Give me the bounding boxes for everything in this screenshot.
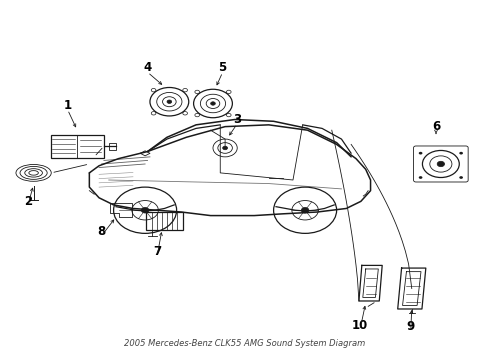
- Circle shape: [418, 176, 422, 179]
- Text: 10: 10: [351, 319, 367, 332]
- Text: 9: 9: [406, 320, 414, 333]
- Text: 2: 2: [24, 195, 32, 208]
- Text: 7: 7: [153, 245, 161, 258]
- Bar: [146, 212, 183, 230]
- Text: 3: 3: [233, 113, 241, 126]
- Text: 5: 5: [218, 62, 226, 75]
- Circle shape: [458, 176, 462, 179]
- Circle shape: [141, 207, 148, 213]
- Circle shape: [418, 152, 422, 154]
- Text: 6: 6: [431, 120, 439, 133]
- Text: 1: 1: [63, 99, 71, 112]
- Circle shape: [210, 102, 215, 105]
- Circle shape: [222, 146, 227, 150]
- Circle shape: [301, 207, 308, 213]
- Text: 4: 4: [143, 62, 151, 75]
- Circle shape: [458, 152, 462, 154]
- Text: 8: 8: [97, 225, 105, 238]
- Text: 2005 Mercedes-Benz CLK55 AMG Sound System Diagram: 2005 Mercedes-Benz CLK55 AMG Sound Syste…: [123, 339, 365, 348]
- Bar: [50, 135, 103, 158]
- Circle shape: [436, 161, 444, 167]
- Bar: [108, 143, 116, 150]
- Circle shape: [167, 100, 171, 103]
